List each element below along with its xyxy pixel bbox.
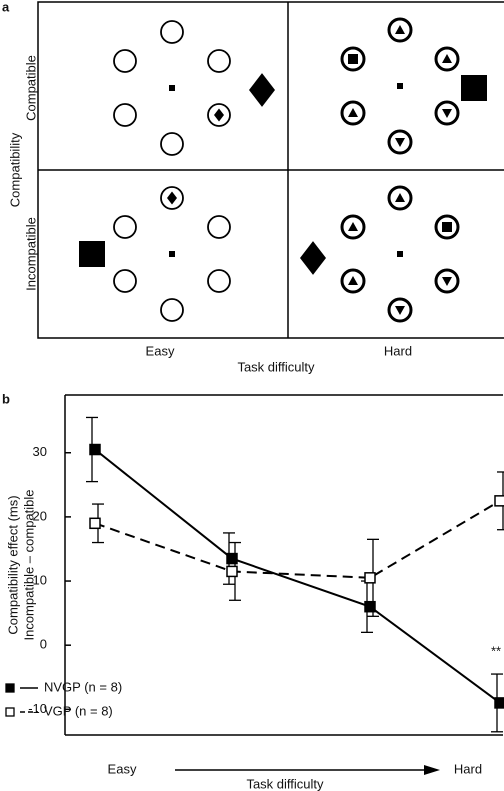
axis-label: Compatibility [7, 132, 22, 207]
shape [79, 241, 105, 267]
shape [348, 222, 358, 231]
panel-label: a [2, 0, 10, 14]
stimulus-circle [160, 20, 184, 44]
marker [494, 697, 504, 709]
shape [461, 75, 487, 101]
x-label: Task difficulty [246, 776, 324, 791]
marker [89, 443, 101, 456]
series-line [94, 499, 501, 579]
series-line [94, 448, 501, 704]
stimulus-circle [113, 103, 137, 127]
marker [89, 517, 101, 530]
shape [442, 54, 452, 63]
panel-b: b Compatibility effect (ms) Incompatible… [2, 391, 504, 791]
stimulus-circle [207, 49, 231, 73]
marker [226, 565, 238, 578]
fixation [169, 251, 175, 257]
panel-a: a Compatibility Compatible Incompatible … [2, 0, 504, 374]
x-start: Easy [108, 761, 137, 776]
shape [214, 108, 224, 122]
shape [249, 73, 275, 107]
stimulus-circle [113, 215, 137, 239]
stimulus-circle [160, 132, 184, 156]
stimulus-circle [207, 269, 231, 293]
shape [395, 25, 405, 34]
fixation [169, 85, 175, 91]
shape [442, 222, 452, 232]
column-label: Easy [146, 343, 175, 358]
x-end: Hard [454, 761, 482, 776]
panel-label: b [2, 391, 10, 406]
shape [442, 277, 452, 286]
y-label: Incompatible – compatible [21, 489, 36, 640]
stimulus-circle [113, 269, 137, 293]
shape [348, 108, 358, 117]
legend-marker [5, 707, 15, 717]
annotation: ** [491, 643, 501, 658]
y-tick-label: 0 [40, 637, 47, 652]
fixation [397, 83, 403, 89]
shape [442, 109, 452, 118]
shape [300, 241, 326, 275]
legend-marker [5, 683, 15, 693]
shape [348, 54, 358, 64]
shape [348, 276, 358, 285]
stimulus-circle [160, 298, 184, 322]
shape [395, 193, 405, 202]
shape [395, 306, 405, 315]
y-tick-label: 30 [33, 444, 47, 459]
marker [494, 495, 504, 507]
y-tick-label: 20 [33, 508, 47, 523]
marker [364, 572, 376, 584]
fixation [397, 251, 403, 257]
row-label: Incompatible [23, 217, 38, 291]
shape [167, 191, 177, 205]
stimulus-circle [113, 49, 137, 73]
marker [226, 552, 238, 565]
legend-label: VGP (n = 8) [44, 703, 113, 718]
shape [395, 138, 405, 147]
legend-label: NVGP (n = 8) [44, 679, 122, 694]
row-label: Compatible [23, 55, 38, 121]
x-label: Task difficulty [237, 359, 315, 374]
column-label: Hard [384, 343, 412, 358]
y-label: Compatibility effect (ms) [5, 495, 20, 634]
y-tick-label: 10 [33, 572, 47, 587]
arrow-head [424, 765, 440, 775]
stimulus-circle [207, 215, 231, 239]
marker [364, 600, 376, 613]
